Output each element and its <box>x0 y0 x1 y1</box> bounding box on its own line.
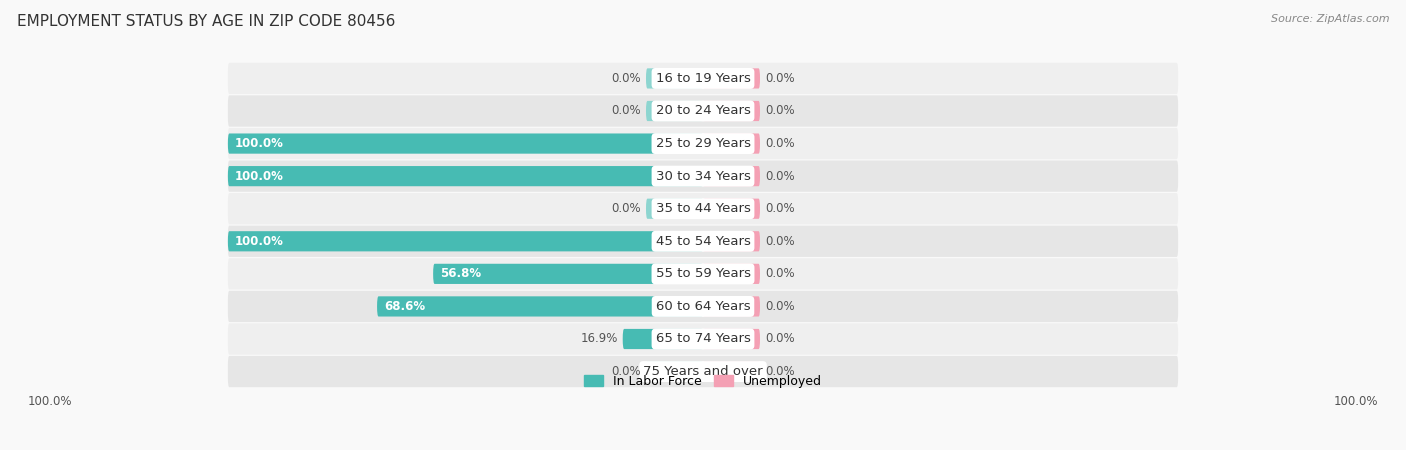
FancyBboxPatch shape <box>645 101 703 121</box>
Text: 16.9%: 16.9% <box>581 333 619 346</box>
Text: 100.0%: 100.0% <box>28 395 72 408</box>
FancyBboxPatch shape <box>228 324 1178 355</box>
Text: 0.0%: 0.0% <box>765 104 794 117</box>
Text: 0.0%: 0.0% <box>765 267 794 280</box>
Text: EMPLOYMENT STATUS BY AGE IN ZIP CODE 80456: EMPLOYMENT STATUS BY AGE IN ZIP CODE 804… <box>17 14 395 28</box>
FancyBboxPatch shape <box>703 297 761 316</box>
Legend: In Labor Force, Unemployed: In Labor Force, Unemployed <box>579 370 827 393</box>
FancyBboxPatch shape <box>703 231 761 252</box>
Text: 68.6%: 68.6% <box>384 300 425 313</box>
FancyBboxPatch shape <box>703 264 761 284</box>
Text: 0.0%: 0.0% <box>612 202 641 215</box>
FancyBboxPatch shape <box>703 329 761 349</box>
FancyBboxPatch shape <box>645 361 703 382</box>
Text: 30 to 34 Years: 30 to 34 Years <box>655 170 751 183</box>
Text: 0.0%: 0.0% <box>765 170 794 183</box>
FancyBboxPatch shape <box>228 258 1178 289</box>
Text: 0.0%: 0.0% <box>765 137 794 150</box>
Text: 65 to 74 Years: 65 to 74 Years <box>655 333 751 346</box>
Text: 35 to 44 Years: 35 to 44 Years <box>655 202 751 215</box>
FancyBboxPatch shape <box>228 231 703 252</box>
Text: 0.0%: 0.0% <box>765 300 794 313</box>
FancyBboxPatch shape <box>645 198 703 219</box>
Text: 25 to 29 Years: 25 to 29 Years <box>655 137 751 150</box>
FancyBboxPatch shape <box>228 95 1178 126</box>
Text: 100.0%: 100.0% <box>235 235 284 248</box>
Text: 55 to 59 Years: 55 to 59 Years <box>655 267 751 280</box>
FancyBboxPatch shape <box>703 134 761 153</box>
FancyBboxPatch shape <box>703 68 761 89</box>
FancyBboxPatch shape <box>228 356 1178 387</box>
FancyBboxPatch shape <box>433 264 703 284</box>
FancyBboxPatch shape <box>703 361 761 382</box>
FancyBboxPatch shape <box>703 198 761 219</box>
Text: 100.0%: 100.0% <box>235 137 284 150</box>
FancyBboxPatch shape <box>645 68 703 89</box>
Text: Source: ZipAtlas.com: Source: ZipAtlas.com <box>1271 14 1389 23</box>
FancyBboxPatch shape <box>228 161 1178 192</box>
Text: 16 to 19 Years: 16 to 19 Years <box>655 72 751 85</box>
FancyBboxPatch shape <box>703 166 761 186</box>
Text: 0.0%: 0.0% <box>612 104 641 117</box>
Text: 0.0%: 0.0% <box>765 235 794 248</box>
Text: 56.8%: 56.8% <box>440 267 481 280</box>
FancyBboxPatch shape <box>703 101 761 121</box>
FancyBboxPatch shape <box>228 166 703 186</box>
Text: 0.0%: 0.0% <box>765 333 794 346</box>
Text: 0.0%: 0.0% <box>612 365 641 378</box>
FancyBboxPatch shape <box>228 134 703 153</box>
Text: 75 Years and over: 75 Years and over <box>643 365 763 378</box>
Text: 45 to 54 Years: 45 to 54 Years <box>655 235 751 248</box>
Text: 20 to 24 Years: 20 to 24 Years <box>655 104 751 117</box>
Text: 0.0%: 0.0% <box>765 365 794 378</box>
Text: 100.0%: 100.0% <box>1334 395 1378 408</box>
Text: 60 to 64 Years: 60 to 64 Years <box>655 300 751 313</box>
Text: 100.0%: 100.0% <box>235 170 284 183</box>
FancyBboxPatch shape <box>228 193 1178 225</box>
FancyBboxPatch shape <box>377 297 703 316</box>
Text: 0.0%: 0.0% <box>765 72 794 85</box>
Text: 0.0%: 0.0% <box>612 72 641 85</box>
FancyBboxPatch shape <box>228 291 1178 322</box>
FancyBboxPatch shape <box>228 63 1178 94</box>
FancyBboxPatch shape <box>623 329 703 349</box>
Text: 0.0%: 0.0% <box>765 202 794 215</box>
FancyBboxPatch shape <box>228 225 1178 257</box>
FancyBboxPatch shape <box>228 128 1178 159</box>
